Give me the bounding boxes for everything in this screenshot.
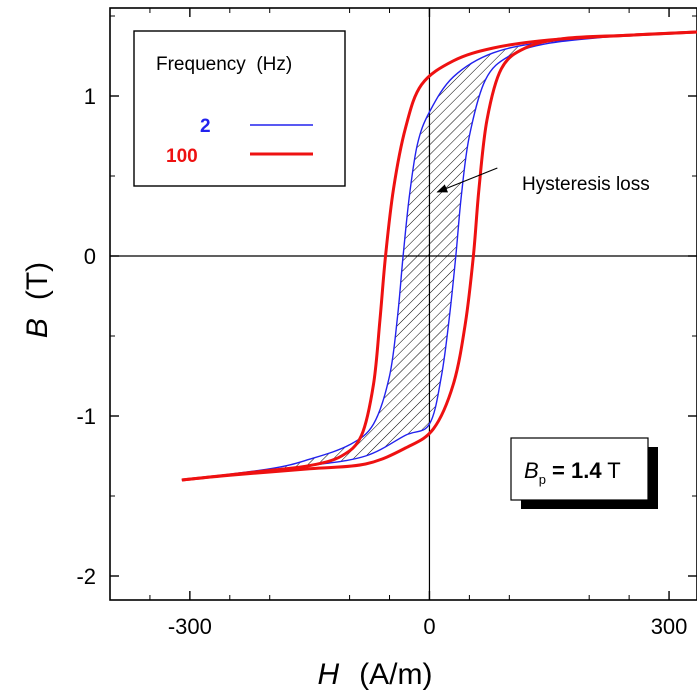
y-axis-symbol: B xyxy=(21,318,54,338)
legend-label-2hz: 2 xyxy=(200,116,211,137)
ticks-layer: -300 0 300 -2 -1 0 1 xyxy=(76,8,697,639)
y-tick-label: 0 xyxy=(84,244,96,269)
y-tick-label: -2 xyxy=(76,564,96,589)
y-tick-label: 1 xyxy=(84,84,96,109)
loop-2hz-lower-branch xyxy=(181,31,697,481)
loop-2hz-upper-branch xyxy=(181,31,697,481)
x-axis-title: H (A/m) xyxy=(318,658,433,691)
legend-title: Frequency (Hz) xyxy=(156,54,292,75)
peak-flux-box: Bp = 1.4 T xyxy=(510,437,658,509)
hysteresis-loss-label: Hysteresis loss xyxy=(522,174,650,195)
legend-box xyxy=(133,30,346,187)
x-axis-unit: (A/m) xyxy=(359,658,432,691)
hysteresis-loss-hatch xyxy=(181,32,697,480)
x-tick-label: 0 xyxy=(423,614,435,639)
hysteresis-loss-arrow xyxy=(436,167,498,193)
legend: Frequency (Hz) 2 100 xyxy=(133,30,346,187)
x-tick-label: -300 xyxy=(168,614,212,639)
loop-100hz-upper-branch xyxy=(181,30,697,482)
legend-label-100hz: 100 xyxy=(166,146,198,167)
peak-flux-subscript: p xyxy=(539,472,546,487)
y-axis-unit: (T) xyxy=(21,262,54,300)
y-axis-title: B (T) xyxy=(21,262,54,338)
loops-layer xyxy=(181,30,697,482)
x-axis-symbol: H xyxy=(318,658,340,691)
peak-flux-unit: T xyxy=(602,458,621,483)
peak-flux-box-frame xyxy=(510,437,649,501)
peak-flux-value: = 1.4 xyxy=(546,458,602,483)
peak-flux-label: Bp = 1.4 T xyxy=(524,458,621,487)
loop-100hz-lower-branch xyxy=(181,30,697,482)
plot-frame xyxy=(109,7,697,601)
peak-flux-symbol: B xyxy=(524,458,539,483)
y-tick-label: -1 xyxy=(76,404,96,429)
x-tick-label: 300 xyxy=(651,614,688,639)
